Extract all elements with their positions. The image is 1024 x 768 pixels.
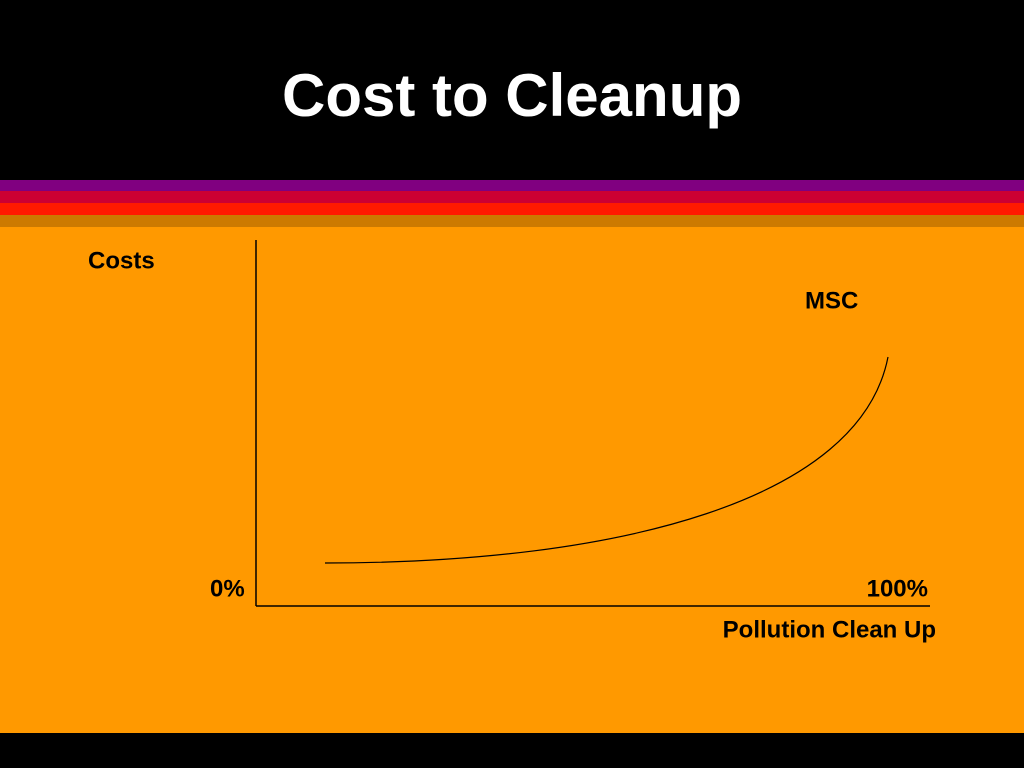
stripe-crimson — [0, 191, 1024, 203]
stripe-brown — [0, 215, 1024, 227]
footer-band — [0, 733, 1024, 768]
content-area — [0, 227, 1024, 733]
stripe-purple — [0, 180, 1024, 191]
x-end-label: 100% — [867, 575, 928, 602]
y-axis-label: Costs — [88, 247, 155, 274]
x-start-label: 0% — [210, 575, 245, 602]
slide-title: Cost to Cleanup — [282, 62, 742, 129]
header-band — [0, 0, 1024, 180]
msc-curve — [324, 356, 889, 564]
stripe-red — [0, 203, 1024, 215]
x-axis-label: Pollution Clean Up — [723, 616, 936, 643]
curve-label: MSC — [805, 287, 858, 314]
